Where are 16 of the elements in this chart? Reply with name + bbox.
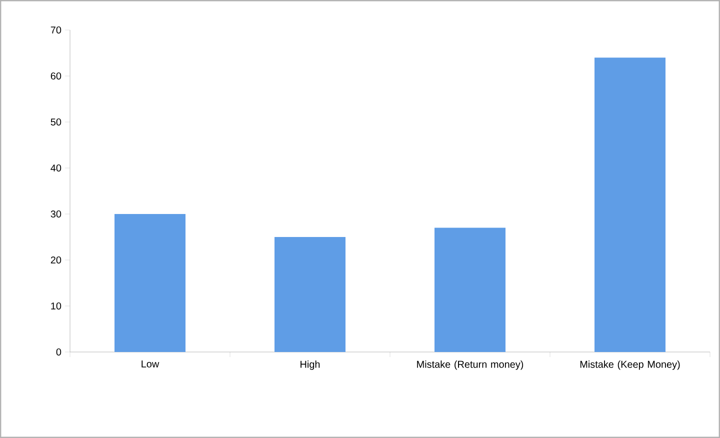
bar bbox=[594, 58, 666, 352]
y-tick-label: 20 bbox=[50, 256, 62, 264]
bar bbox=[114, 214, 186, 352]
x-tick-label: Mistake (Return money) bbox=[417, 360, 524, 370]
y-tick-label: 0 bbox=[56, 348, 62, 356]
x-tick-label: Low bbox=[142, 360, 160, 368]
x-tick-label: Mistake (Keep Money) bbox=[580, 360, 680, 370]
x-tick-label: High bbox=[300, 360, 320, 370]
y-tick-label: 30 bbox=[50, 210, 62, 218]
y-tick-label: 40 bbox=[50, 164, 62, 172]
y-tick-label: 50 bbox=[50, 118, 62, 126]
bar bbox=[274, 237, 346, 352]
y-tick-label: 60 bbox=[50, 72, 62, 80]
bar bbox=[434, 228, 506, 352]
y-tick-label: 70 bbox=[50, 26, 62, 34]
y-tick-label: 10 bbox=[51, 302, 62, 310]
